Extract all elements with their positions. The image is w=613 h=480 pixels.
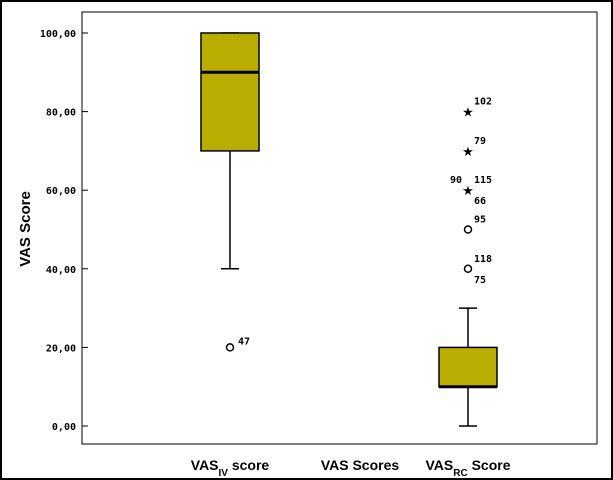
outlier-label: 66 [474,196,486,207]
outlier-label: 47 [238,336,250,347]
y-tick-label: 20,00 [46,343,76,354]
outlier-marker [225,343,235,352]
category-label: VASRC Score [425,457,510,479]
box-group: 47 VASIV score [191,32,270,479]
outlier-marker [463,225,473,234]
y-tick-label: 100,00 [40,29,76,40]
y-tick-label: 40,00 [46,265,76,276]
plot-area [81,11,598,445]
outlier-label: 95 [474,215,486,226]
extreme-marker: ★ [462,184,474,199]
y-tick-label: 0,00 [52,422,76,433]
category-label: VASIV score [191,457,270,479]
iqr-box [200,32,260,152]
outlier-label: 115 [474,175,492,186]
y-axis-title: VAS Score [17,191,34,267]
outlier-label: 79 [474,136,486,147]
outlier-label: 102 [474,97,492,108]
outlier-marker [463,264,473,274]
extreme-marker: ★ [462,106,474,121]
outlier-label: 90 [450,175,462,186]
iqr-box [438,346,498,388]
y-tick-label: 80,00 [46,108,76,119]
extreme-marker: ★ [462,145,474,160]
outlier-label: 75 [474,275,486,286]
x-axis-title: VAS Scores [321,457,400,473]
y-tick-label: 60,00 [46,186,76,197]
y-axis: 0,00 20,00 40,00 60,00 80,00 100,00 [40,29,88,433]
outlier-label: 118 [474,254,492,265]
